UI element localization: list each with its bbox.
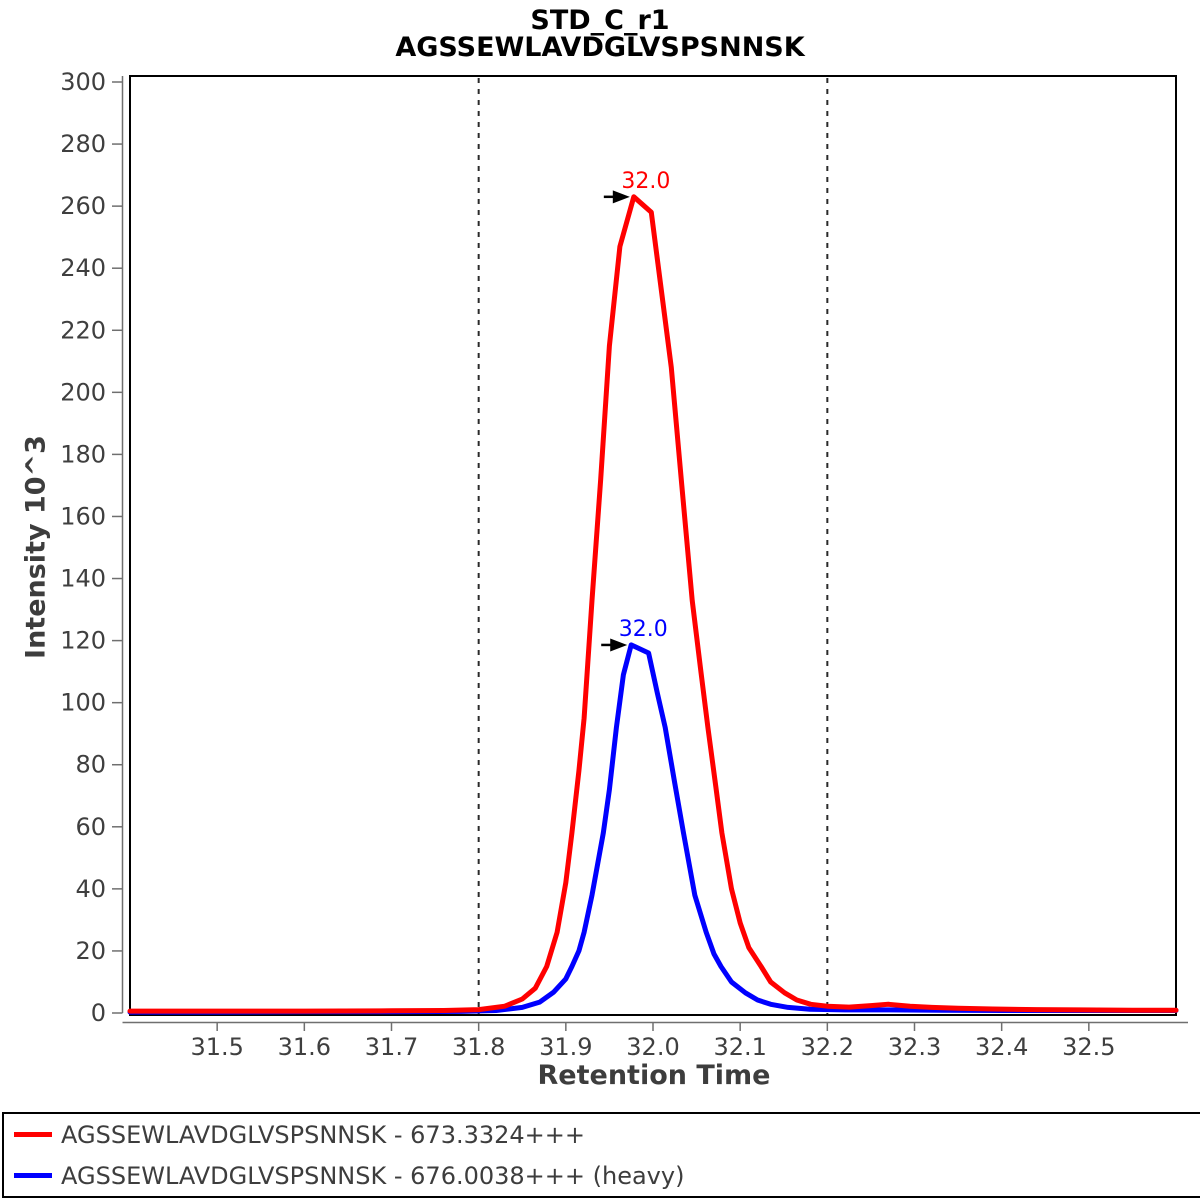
series-line-heavy: [127, 642, 1179, 1015]
chromatogram-plot-area: 0 20 40 60 80 100 120 140 160 180 200 220 240 260 280 3…: [60, 68, 1188, 1061]
legend-label-light: AGSSEWLAVDGLVSPSNNSK - 673.3324+++: [61, 1120, 585, 1149]
y-tick-label: 100: [60, 689, 106, 717]
chart-subtitle-peptide-sequence: AGSSEWLAVDGLVSPSNNSK: [395, 32, 805, 63]
x-tick-label: 31.8: [452, 1033, 505, 1061]
x-tick-label: 31.5: [190, 1033, 243, 1061]
y-tick-label: 20: [75, 937, 106, 965]
legend: AGSSEWLAVDGLVSPSNNSK - 673.3324+++ AGSSE…: [2, 1112, 1200, 1198]
y-tick-label: 300: [60, 68, 106, 96]
x-tick-label: 32.4: [975, 1033, 1028, 1061]
y-tick-label: 40: [75, 875, 106, 903]
y-tick-label: 200: [60, 378, 106, 406]
y-tick-label: 0: [91, 999, 106, 1027]
legend-swatch-heavy-icon: [14, 1173, 52, 1178]
y-tick-label: 140: [60, 565, 106, 593]
y-tick-label: 240: [60, 254, 106, 282]
legend-item-heavy: AGSSEWLAVDGLVSPSNNSK - 676.0038+++ (heav…: [14, 1162, 1200, 1190]
y-axis-title: Intensity 10^3: [20, 435, 52, 659]
peak-rt-label-light: 32.0: [621, 169, 670, 194]
x-tick-label: 32.1: [713, 1033, 766, 1061]
y-tick-label: 80: [75, 751, 106, 779]
x-tick-label: 32.3: [888, 1033, 941, 1061]
peak-arrow-icon: [610, 638, 628, 652]
legend-item-light: AGSSEWLAVDGLVSPSNNSK - 673.3324+++: [14, 1121, 1200, 1149]
legend-label-heavy: AGSSEWLAVDGLVSPSNNSK - 676.0038+++ (heav…: [61, 1161, 685, 1190]
plot-border: [129, 75, 1177, 1016]
y-tick-label: 160: [60, 502, 106, 530]
y-tick-label: 120: [60, 627, 106, 655]
x-tick-label: 31.6: [278, 1033, 331, 1061]
x-tick-label: 31.7: [365, 1033, 418, 1061]
peak-arrow-icon: [612, 190, 630, 204]
chart-title: STD_C_r1: [530, 5, 670, 36]
x-tick-label: 32.5: [1062, 1033, 1115, 1061]
y-tick-label: 180: [60, 440, 106, 468]
y-tick-label: 280: [60, 130, 106, 158]
x-tick-label: 31.9: [539, 1033, 592, 1061]
y-tick-label: 260: [60, 192, 106, 220]
peak-rt-label-heavy: 32.0: [619, 617, 668, 642]
x-tick-label: 32.2: [801, 1033, 854, 1061]
x-tick-label: 32.0: [626, 1033, 679, 1061]
x-axis-title: Retention Time: [537, 1060, 771, 1091]
y-tick-label: 60: [75, 813, 106, 841]
series-line-light: [127, 194, 1179, 1014]
legend-swatch-light-icon: [14, 1132, 52, 1137]
y-tick-label: 220: [60, 316, 106, 344]
